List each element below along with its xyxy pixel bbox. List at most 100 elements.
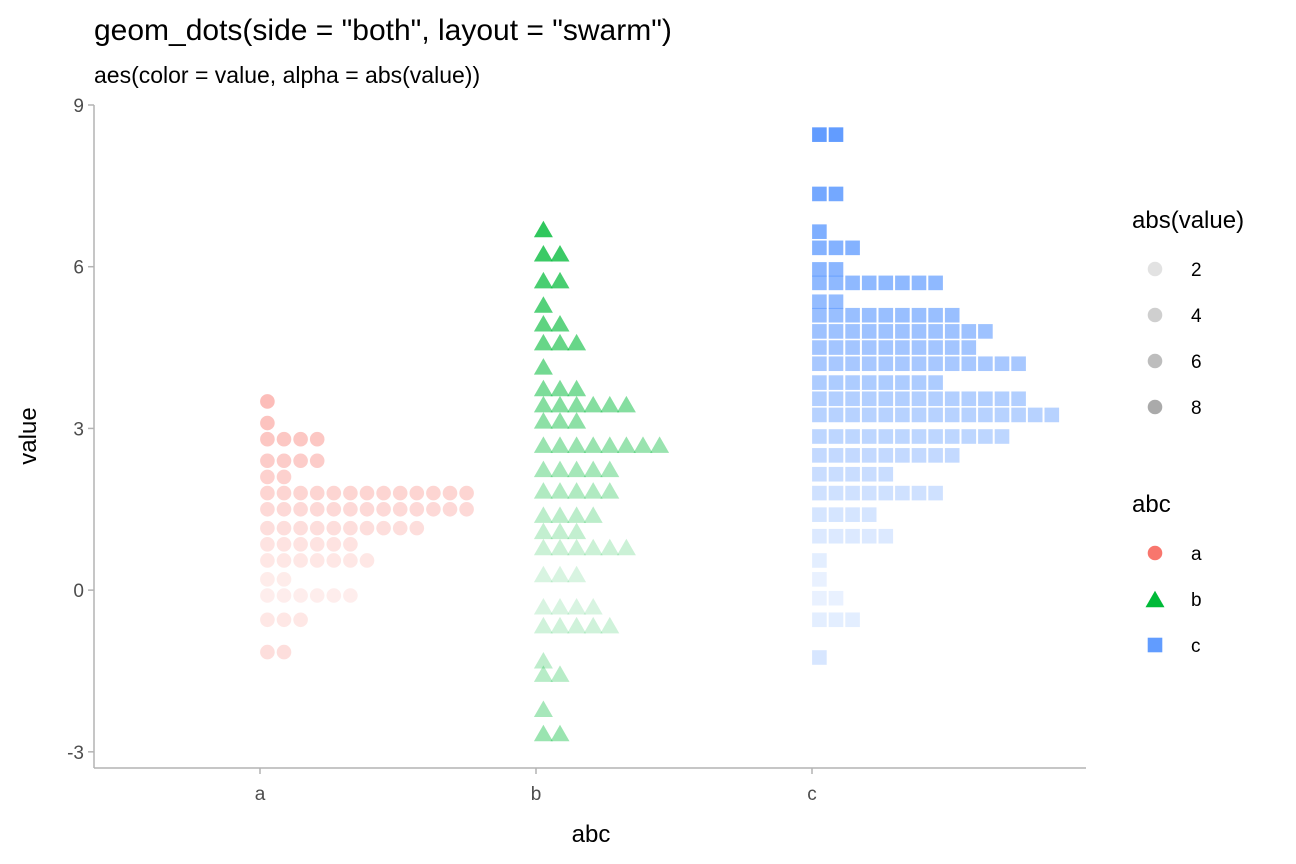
data-point-c bbox=[961, 356, 977, 372]
data-point-c bbox=[861, 340, 877, 355]
data-point-a bbox=[343, 501, 358, 517]
data-point-b bbox=[550, 598, 570, 615]
data-point-c bbox=[861, 391, 877, 407]
data-point-a bbox=[276, 588, 292, 603]
data-point-c bbox=[812, 553, 827, 568]
data-point-c bbox=[961, 429, 977, 444]
data-point-c bbox=[845, 407, 860, 423]
data-point-b bbox=[567, 436, 587, 453]
data-point-b bbox=[583, 616, 603, 634]
data-point-c bbox=[978, 324, 993, 339]
data-point-c bbox=[928, 275, 943, 291]
chart-subtitle: aes(color = value, alpha = abs(value)) bbox=[94, 62, 480, 88]
y-tick-label: 3 bbox=[73, 419, 84, 440]
data-point-c bbox=[828, 528, 844, 544]
data-point-c bbox=[878, 485, 894, 501]
data-point-c bbox=[911, 485, 927, 501]
legend-alpha-label: 4 bbox=[1191, 306, 1202, 327]
data-point-a bbox=[326, 520, 342, 536]
data-point-c bbox=[895, 375, 910, 390]
data-point-b bbox=[583, 598, 603, 615]
data-point-b bbox=[533, 665, 553, 682]
y-tick-label: 9 bbox=[73, 96, 84, 117]
data-point-c bbox=[895, 307, 910, 323]
data-point-a bbox=[326, 501, 342, 517]
data-point-a bbox=[326, 485, 342, 501]
data-point-b bbox=[550, 506, 570, 523]
data-point-c bbox=[1027, 407, 1043, 423]
data-point-c bbox=[845, 391, 860, 407]
data-point-c bbox=[845, 485, 860, 501]
data-point-a bbox=[392, 485, 408, 501]
data-point-a bbox=[343, 520, 358, 536]
data-point-c bbox=[861, 466, 877, 482]
data-point-b bbox=[583, 395, 603, 413]
data-point-c bbox=[828, 507, 844, 522]
data-point-b bbox=[533, 436, 553, 453]
legend-alpha-key bbox=[1147, 307, 1163, 323]
data-point-c bbox=[1011, 356, 1026, 372]
data-point-c bbox=[961, 340, 977, 355]
data-point-c bbox=[1044, 407, 1060, 423]
plot-panel bbox=[260, 127, 1060, 742]
data-point-b bbox=[550, 460, 570, 478]
data-point-c bbox=[928, 391, 943, 407]
legend-alpha-items: 2 4 6 8 bbox=[1147, 260, 1202, 419]
data-point-b bbox=[583, 506, 603, 523]
data-point-a bbox=[409, 485, 425, 501]
data-point-a bbox=[343, 485, 358, 501]
data-point-a bbox=[293, 537, 308, 552]
legend-shape-title: abc bbox=[1132, 491, 1171, 518]
data-point-c bbox=[944, 324, 960, 339]
data-point-c bbox=[828, 391, 844, 407]
data-point-a bbox=[309, 588, 325, 603]
data-point-c bbox=[828, 485, 844, 501]
data-point-a bbox=[392, 520, 408, 536]
data-point-b bbox=[533, 379, 553, 397]
data-point-a bbox=[260, 453, 275, 469]
data-point-c bbox=[878, 407, 894, 423]
data-point-a bbox=[260, 537, 275, 552]
data-point-b bbox=[533, 460, 553, 478]
data-point-b bbox=[533, 616, 553, 634]
data-point-b bbox=[567, 482, 587, 499]
legend-shape-label: c bbox=[1191, 636, 1201, 657]
data-point-b bbox=[533, 244, 553, 262]
data-point-c bbox=[928, 340, 943, 355]
data-point-b bbox=[533, 724, 553, 742]
data-point-b bbox=[533, 506, 553, 523]
data-point-b bbox=[533, 220, 553, 238]
data-point-b bbox=[567, 565, 587, 583]
data-point-b bbox=[600, 538, 620, 556]
data-point-c bbox=[812, 324, 827, 339]
data-point-c bbox=[828, 612, 844, 628]
data-point-c bbox=[978, 429, 993, 444]
data-point-c bbox=[861, 375, 877, 390]
data-point-c bbox=[828, 466, 844, 482]
data-point-c bbox=[928, 485, 943, 501]
data-point-b bbox=[533, 598, 553, 615]
data-point-c bbox=[812, 340, 827, 355]
data-point-c bbox=[944, 407, 960, 423]
data-point-a bbox=[276, 553, 292, 568]
data-point-b bbox=[550, 395, 570, 413]
data-point-c bbox=[944, 429, 960, 444]
data-point-c bbox=[828, 324, 844, 339]
data-point-c bbox=[911, 407, 927, 423]
data-point-a bbox=[326, 537, 342, 552]
data-point-b bbox=[550, 522, 570, 540]
data-point-c bbox=[812, 127, 827, 142]
data-point-a bbox=[293, 612, 308, 628]
data-point-b bbox=[600, 395, 620, 413]
data-point-a bbox=[276, 485, 292, 501]
data-point-c bbox=[812, 429, 827, 444]
data-point-c bbox=[861, 528, 877, 544]
data-point-c bbox=[895, 448, 910, 463]
data-point-c bbox=[812, 407, 827, 423]
data-point-a bbox=[260, 469, 275, 485]
data-point-c bbox=[828, 340, 844, 355]
data-point-c bbox=[895, 407, 910, 423]
data-point-b bbox=[550, 482, 570, 499]
data-point-c bbox=[911, 429, 927, 444]
data-point-a bbox=[309, 501, 325, 517]
